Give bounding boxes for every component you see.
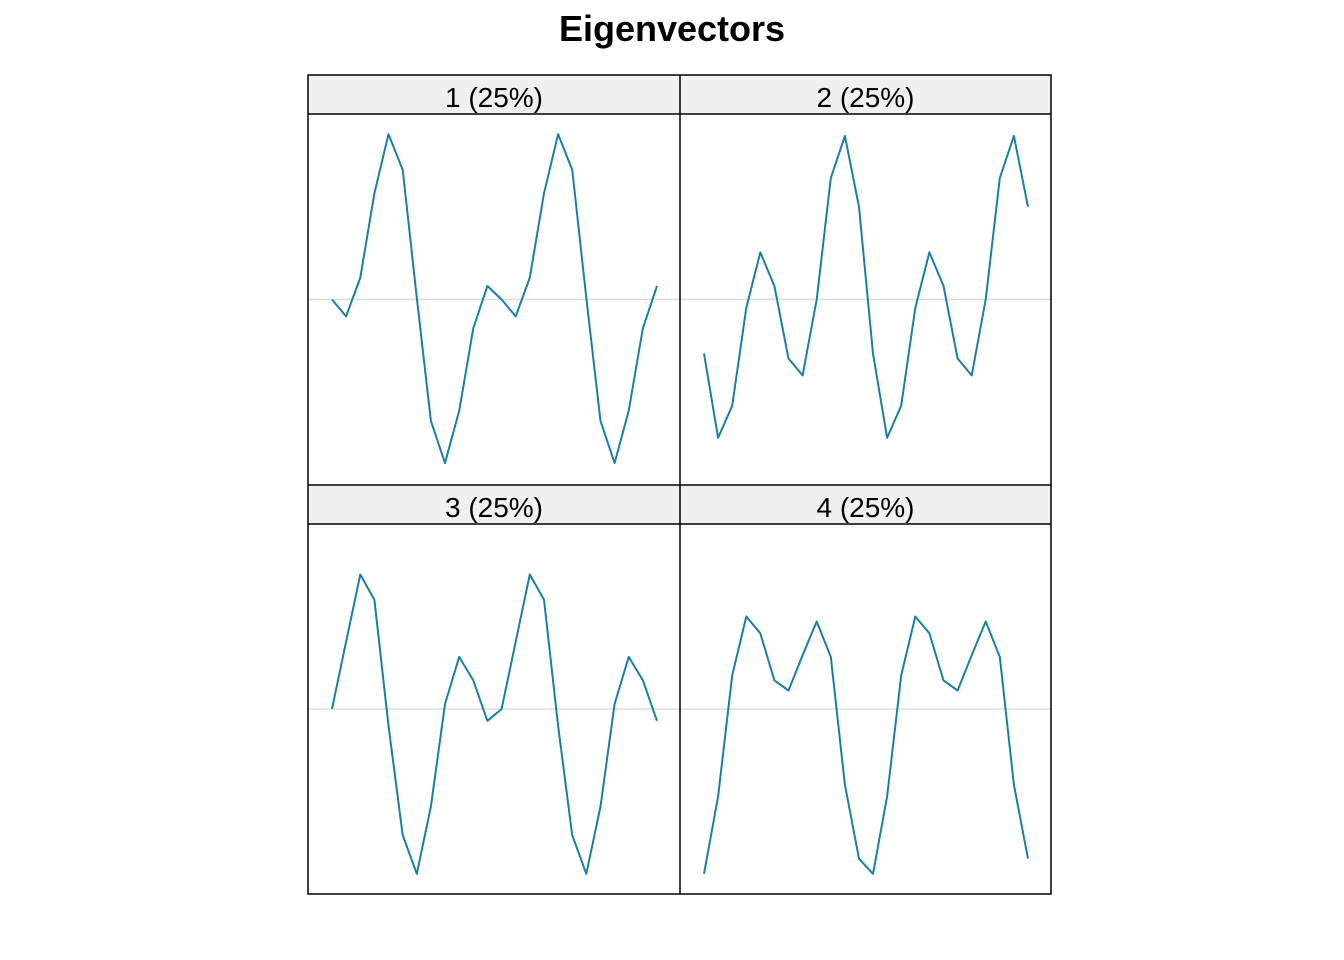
panel-strip bbox=[308, 485, 680, 524]
panel-strip bbox=[680, 485, 1051, 524]
eigenvector-series-line bbox=[331, 133, 658, 465]
panel-strip bbox=[308, 75, 680, 114]
eigenvector-series-line bbox=[703, 134, 1029, 439]
panel-label: 3 (25%) bbox=[445, 492, 543, 523]
eigenvector-series-line bbox=[331, 573, 658, 875]
panel-label: 4 (25%) bbox=[816, 492, 914, 523]
panel-label: 2 (25%) bbox=[816, 82, 914, 113]
panel-label: 1 (25%) bbox=[445, 82, 543, 113]
panel-strip bbox=[680, 75, 1051, 114]
eigenvector-series-line bbox=[703, 615, 1029, 875]
chart-title: Eigenvectors bbox=[558, 8, 786, 49]
